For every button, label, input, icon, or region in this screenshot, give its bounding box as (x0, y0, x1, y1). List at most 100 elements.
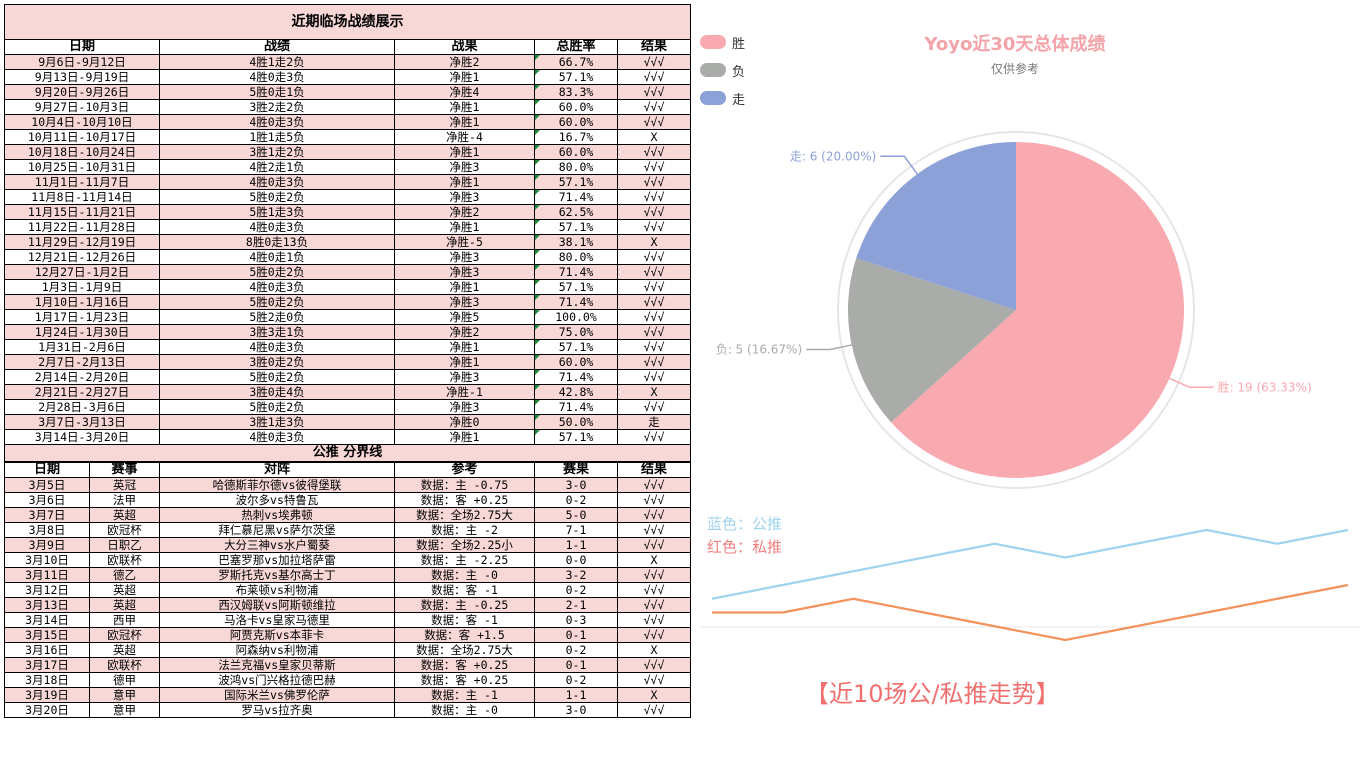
record-row: 3月14日-3月20日 4胜0走3负 净胜1 57.1% √√√ (4, 429, 692, 445)
row-result: √√√ (616, 69, 692, 85)
pick-result: √√√ (617, 612, 691, 628)
pie-label-0: 胜: 19 (63.33%) (1218, 379, 1312, 394)
row-record: 3胜0走4负 (159, 384, 395, 400)
row-result: √√√ (616, 144, 692, 160)
row-record: 4胜0走3负 (159, 219, 395, 235)
row-record: 4胜0走3负 (159, 429, 395, 445)
row-record: 4胜1走2负 (159, 54, 395, 70)
row-date: 3月14日-3月20日 (4, 429, 160, 445)
pick-date: 3月16日 (4, 642, 90, 658)
pick-date: 3月20日 (4, 702, 90, 718)
row-record: 5胜0走2负 (159, 369, 395, 385)
pick-date: 3月12日 (4, 582, 90, 598)
row-result: √√√ (616, 219, 692, 235)
row-record: 3胜1走2负 (159, 144, 395, 160)
row-record: 5胜0走1负 (159, 84, 395, 100)
pick-match: 罗马vs拉齐奥 (159, 702, 395, 718)
record-row: 12月21日-12月26日 4胜0走1负 净胜3 80.0% √√√ (4, 249, 692, 265)
legend-item-loss[interactable]: 负 (700, 56, 745, 84)
row-winrate: 100.0% (534, 309, 618, 325)
row-result: √√√ (616, 189, 692, 205)
pick-result: √√√ (617, 507, 691, 523)
pick-match: 波尔多vs特鲁瓦 (159, 492, 395, 508)
row-date: 10月4日-10月10日 (4, 114, 160, 130)
pick-row: 3月16日 英超 阿森纳vs利物浦 数据：全场2.75大 0-2 X (4, 642, 691, 658)
row-record: 5胜0走2负 (159, 399, 395, 415)
record-row: 11月15日-11月21日 5胜1走3负 净胜2 62.5% √√√ (4, 204, 692, 220)
pick-reference: 数据：客 +1.5 (394, 627, 535, 643)
pie-slice-1[interactable] (848, 258, 1016, 423)
row-date: 1月10日-1月16日 (4, 294, 160, 310)
row-winrate: 57.1% (534, 219, 618, 235)
pick-league: 日职乙 (89, 537, 160, 553)
row-winrate: 60.0% (534, 144, 618, 160)
pick-reference: 数据：客 -1 (394, 612, 535, 628)
row-net: 净胜3 (394, 189, 535, 205)
pick-date: 3月6日 (4, 492, 90, 508)
pie-label-leader-0 (1169, 377, 1214, 389)
row-date: 2月21日-2月27日 (4, 384, 160, 400)
pick-reference: 数据：客 -1 (394, 582, 535, 598)
row-net: 净胜1 (394, 429, 535, 445)
row-net: 净胜1 (394, 354, 535, 370)
row-record: 1胜1走5负 (159, 129, 395, 145)
record-row: 10月4日-10月10日 4胜0走3负 净胜1 60.0% √√√ (4, 114, 692, 130)
record-row: 10月18日-10月24日 3胜1走2负 净胜1 60.0% √√√ (4, 144, 692, 160)
pick-score: 0-2 (534, 492, 618, 508)
row-net: 净胜-1 (394, 384, 535, 400)
pick-reference: 数据：客 +0.25 (394, 672, 535, 688)
pick-date: 3月14日 (4, 612, 90, 628)
row-winrate: 71.4% (534, 399, 618, 415)
record-row: 2月21日-2月27日 3胜0走4负 净胜-1 42.8% X (4, 384, 692, 400)
row-result: X (616, 129, 692, 145)
pick-reference: 数据：主 -2 (394, 522, 535, 538)
legend-item-win[interactable]: 胜 (700, 28, 745, 56)
row-result: √√√ (616, 399, 692, 415)
row-date: 10月18日-10月24日 (4, 144, 160, 160)
row-winrate: 83.3% (534, 84, 618, 100)
pick-result: √√√ (617, 567, 691, 583)
row-winrate: 50.0% (534, 414, 618, 430)
row-record: 5胜0走2负 (159, 189, 395, 205)
legend-item-push[interactable]: 走 (700, 84, 745, 112)
pick-score: 3-0 (534, 702, 618, 718)
row-date: 9月27日-10月3日 (4, 99, 160, 115)
pick-league: 欧联杯 (89, 657, 160, 673)
weekly-record-body: 9月6日-9月12日 4胜1走2负 净胜2 66.7% √√√ 9月13日-9月19日 4胜… (4, 54, 692, 445)
row-date: 2月7日-2月13日 (4, 354, 160, 370)
pie-slice-2[interactable] (856, 142, 1016, 310)
row-winrate: 71.4% (534, 294, 618, 310)
record-row: 1月31日-2月6日 4胜0走3负 净胜1 57.1% √√√ (4, 339, 692, 355)
pick-row: 3月13日 英超 西汉姆联vs阿斯顿维拉 数据：主 -0.25 2-1 √√√ (4, 597, 691, 613)
row-winrate: 60.0% (534, 114, 618, 130)
row-winrate: 80.0% (534, 159, 618, 175)
row-winrate: 71.4% (534, 264, 618, 280)
pick-result: √√√ (617, 582, 691, 598)
row-result: √√√ (616, 249, 692, 265)
pie-slice-0[interactable] (891, 142, 1184, 478)
legend-label-push: 走 (732, 92, 746, 108)
pie-label-2: 走: 6 (20.00%) (790, 149, 876, 163)
pick-league: 德甲 (89, 672, 160, 688)
pick-date: 3月8日 (4, 522, 90, 538)
pick-score: 1-1 (534, 687, 618, 703)
row-date: 9月20日-9月26日 (4, 84, 160, 100)
row-result: X (616, 234, 692, 250)
pick-result: √√√ (617, 537, 691, 553)
pie-label-1: 负: 5 (16.67%) (716, 343, 802, 357)
row-date: 10月11日-10月17日 (4, 129, 160, 145)
pick-match: 波鸿vs门兴格拉德巴赫 (159, 672, 395, 688)
pick-score: 0-1 (534, 627, 618, 643)
pick-league: 欧冠杯 (89, 627, 160, 643)
pick-match: 阿贾克斯vs本菲卡 (159, 627, 395, 643)
row-date: 2月14日-2月20日 (4, 369, 160, 385)
record-row: 2月14日-2月20日 5胜0走2负 净胜3 71.4% √√√ (4, 369, 692, 385)
row-net: 净胜5 (394, 309, 535, 325)
pick-score: 0-2 (534, 642, 618, 658)
pick-score: 0-0 (534, 552, 618, 568)
pick-col-match: 对阵 (159, 462, 395, 478)
pick-date: 3月17日 (4, 657, 90, 673)
pick-result: X (617, 687, 691, 703)
pick-date: 3月13日 (4, 597, 90, 613)
row-net: 净胜2 (394, 54, 535, 70)
